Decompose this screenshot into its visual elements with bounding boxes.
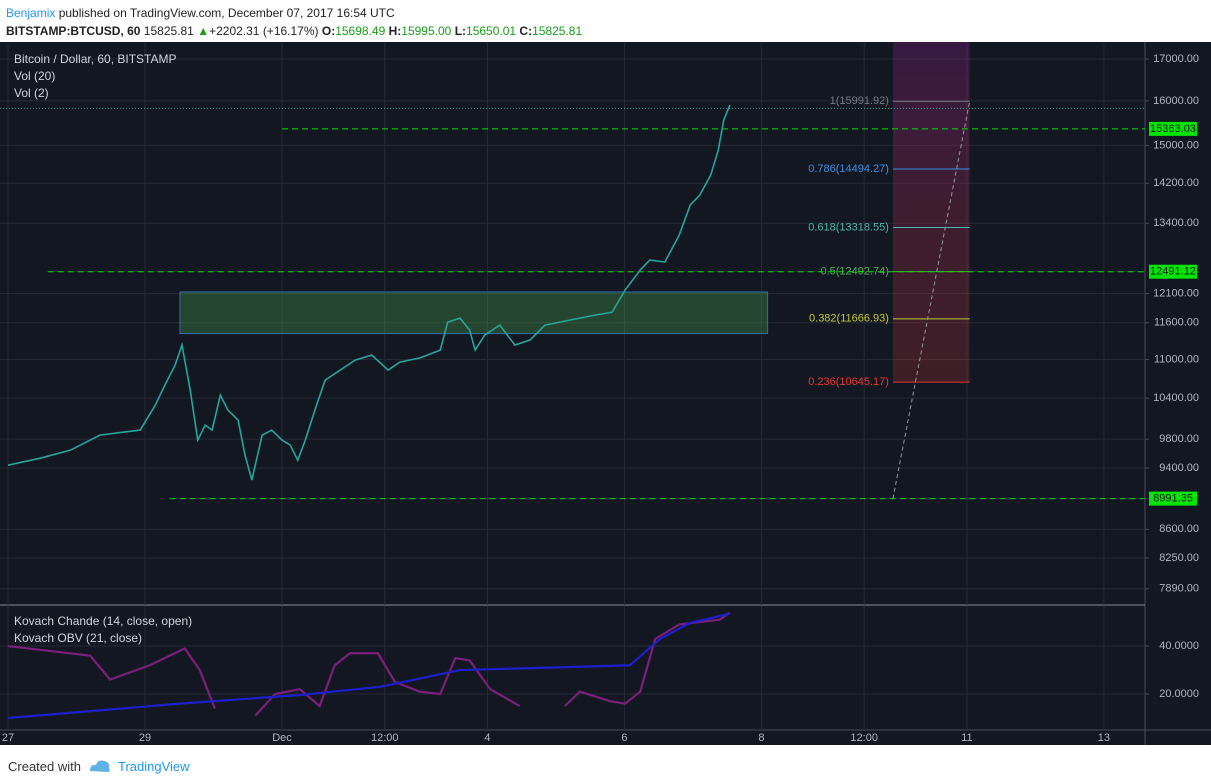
x-tick-label: Dec bbox=[272, 732, 292, 744]
y-tick-label: 11600.00 bbox=[1154, 317, 1199, 329]
x-tick-label: 29 bbox=[139, 732, 151, 744]
study-label: Vol (2) bbox=[14, 86, 49, 100]
y-tick-label: 7890.00 bbox=[1159, 583, 1199, 595]
y-tick-label: 9800.00 bbox=[1159, 433, 1199, 445]
y-tick-label: 8250.00 bbox=[1159, 552, 1199, 564]
legends: Bitcoin / Dollar, 60, BITSTAMP Vol (20) Vo… bbox=[14, 52, 192, 645]
y-tick-label: 20.0000 bbox=[1159, 688, 1199, 700]
y-tick-label: 17000.00 bbox=[1153, 53, 1199, 65]
l-label: L: bbox=[454, 24, 467, 38]
quote-line: BITSTAMP:BTCUSD, 60 15825.81 ▲+2202.31 (… bbox=[6, 22, 1211, 40]
change: +2202.31 (+16.17%) bbox=[209, 24, 319, 38]
symbol: BITSTAMP:BTCUSD, 60 bbox=[6, 24, 141, 38]
level-tag bbox=[1149, 491, 1197, 506]
indicator-pane bbox=[0, 606, 1145, 730]
y-tick-label: 14200.00 bbox=[1153, 177, 1199, 189]
header: Benjamix published on TradingView.com, D… bbox=[0, 0, 1211, 42]
y-tick-label: 8600.00 bbox=[1159, 523, 1199, 535]
legend-label: Kovach Chande (14, close, open) bbox=[14, 614, 192, 628]
x-tick-label: 8 bbox=[758, 732, 764, 744]
y-tick-label: 40.0000 bbox=[1159, 640, 1199, 652]
series-line bbox=[7, 104, 731, 481]
brand[interactable]: TradingView bbox=[118, 759, 190, 774]
chart: 1(15991.92) 0.786(14494.27) 0.618(13318.55… bbox=[0, 42, 1211, 745]
footer: Created with TradingView bbox=[0, 745, 1211, 784]
legend-label: Kovach OBV (21, close) bbox=[14, 631, 142, 645]
fib-box bbox=[892, 42, 970, 383]
level-label: 15363.03 bbox=[1150, 123, 1196, 135]
low: 15650.01 bbox=[466, 24, 517, 38]
published: published on TradingView.com, December 0… bbox=[58, 6, 395, 20]
o-label: O: bbox=[321, 24, 336, 38]
y-tick-label: 12100.00 bbox=[1153, 288, 1199, 300]
axes: 27 29 Dec 12:00 4 6 8 12:00 11 13 17000.00 16000.00… bbox=[2, 53, 1199, 744]
author[interactable]: Benjamix bbox=[6, 6, 56, 20]
series-line bbox=[7, 611, 731, 717]
level-label: 8991.35 bbox=[1153, 493, 1193, 505]
x-tick-label: 12:00 bbox=[371, 732, 399, 744]
level-label: 12491.12 bbox=[1150, 266, 1196, 278]
h-label: H: bbox=[388, 24, 402, 38]
support-zone bbox=[179, 291, 769, 335]
y-tick-label: 10400.00 bbox=[1153, 392, 1199, 404]
y-tick-label: 9400.00 bbox=[1159, 462, 1199, 474]
level-tag bbox=[1149, 121, 1197, 136]
x-tick-label: 12:00 bbox=[850, 732, 878, 744]
high: 15995.00 bbox=[401, 24, 452, 38]
fib-trend bbox=[892, 101, 971, 499]
price-pane: 1(15991.92) 0.786(14494.27) 0.618(13318.55… bbox=[0, 42, 1145, 605]
y-tick-label: 11000.00 bbox=[1154, 353, 1199, 365]
x-tick-label: 27 bbox=[2, 732, 14, 744]
logo bbox=[90, 760, 110, 772]
fib-label: 1(15991.92) bbox=[830, 95, 889, 107]
x-tick-label: 6 bbox=[621, 732, 627, 744]
fib-label: 0.786(14494.27) bbox=[808, 163, 889, 175]
background bbox=[0, 42, 1211, 745]
series-line bbox=[7, 612, 731, 720]
arrow: ▲ bbox=[197, 24, 210, 38]
fib-label: 0.236(10645.17) bbox=[808, 376, 889, 388]
c-label: C: bbox=[519, 24, 533, 38]
study-label: Vol (20) bbox=[14, 69, 55, 83]
price: 15825.81 bbox=[143, 24, 194, 38]
y-tick-label: 15000.00 bbox=[1153, 139, 1199, 151]
open: 15698.49 bbox=[335, 24, 386, 38]
pane-title: Bitcoin / Dollar, 60, BITSTAMP bbox=[14, 52, 177, 66]
x-tick-label: 13 bbox=[1098, 732, 1110, 744]
fib-label: 0.618(13318.55) bbox=[808, 221, 889, 233]
fib-label: 0.382(11666.93) bbox=[809, 313, 889, 325]
y-tick-label: 16000.00 bbox=[1153, 95, 1199, 107]
x-tick-label: 11 bbox=[961, 732, 972, 744]
close: 15825.81 bbox=[532, 24, 583, 38]
publish-line: Benjamix published on TradingView.com, D… bbox=[6, 4, 1211, 22]
fib-label: 0.5(12492.74) bbox=[820, 266, 889, 278]
y-tick-label: 13400.00 bbox=[1153, 217, 1199, 229]
x-tick-label: 4 bbox=[484, 732, 490, 744]
created-with: Created with bbox=[8, 759, 81, 774]
level-tag bbox=[1149, 264, 1197, 279]
